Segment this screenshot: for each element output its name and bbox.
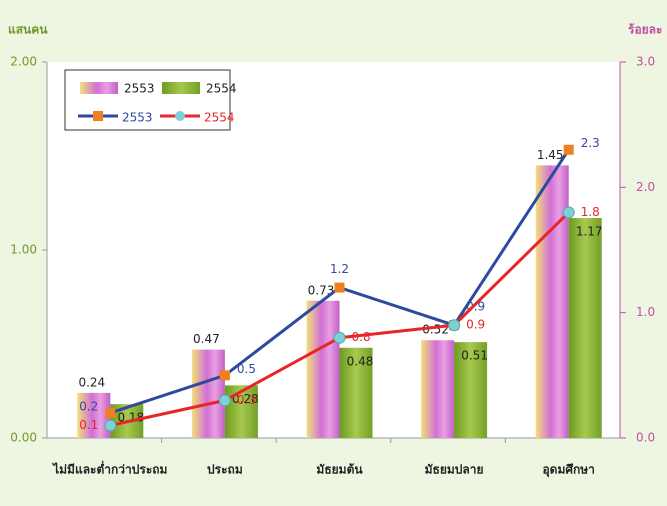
legend-box [64, 69, 231, 131]
line-label: 0.9 [466, 318, 485, 332]
y2-tick-label: 1.0 [636, 305, 655, 319]
line-label: 0.8 [352, 330, 371, 344]
y-tick-label: 1.00 [10, 243, 37, 257]
bar [339, 347, 373, 438]
marker [448, 319, 461, 332]
bar-label: 0.28 [232, 392, 259, 406]
legend-label: 2554 [204, 111, 235, 125]
line-label: 2.3 [581, 136, 600, 150]
legend-marker [175, 111, 185, 121]
legend-swatch [80, 82, 118, 94]
bar-label: 0.24 [78, 375, 105, 389]
marker [219, 370, 230, 381]
line-label: 1.2 [330, 262, 349, 276]
bar-label: 0.47 [193, 332, 220, 346]
marker [334, 282, 345, 293]
line-label: 0.2 [79, 399, 98, 413]
bar-label: 1.45 [537, 148, 564, 162]
legend-label: 2553 [124, 82, 155, 96]
line-label: 1.8 [581, 205, 600, 219]
x-tick-label: ประถม [207, 463, 243, 477]
bar [77, 392, 111, 438]
x-tick-label: อุดมศึกษา [542, 463, 594, 478]
bar [306, 300, 340, 438]
bar [421, 340, 455, 438]
marker [104, 419, 117, 432]
marker [333, 331, 346, 344]
legend-swatch [162, 82, 200, 94]
legend-label: 2554 [206, 82, 237, 96]
bar-label: 0.51 [461, 349, 488, 363]
marker [563, 144, 574, 155]
y-tick-label: 2.00 [10, 55, 37, 69]
y2-axis-label: ร้อยละ [628, 23, 662, 37]
y2-tick-label: 0.0 [636, 431, 655, 445]
bar [454, 342, 488, 438]
y2-tick-label: 2.0 [636, 180, 655, 194]
bar [191, 349, 225, 438]
bar [224, 385, 258, 438]
marker [218, 394, 231, 407]
bar-label: 0.73 [308, 283, 335, 297]
y-axis-label: แสนคน [8, 23, 48, 37]
marker [562, 206, 575, 219]
line-label: 0.1 [79, 418, 98, 432]
marker [105, 407, 116, 418]
legend-marker [93, 111, 103, 121]
bar-label: 1.17 [576, 225, 603, 239]
x-tick-label: ไม่มีและต่ำกว่าประถม [51, 461, 167, 477]
bar [535, 165, 569, 438]
line-label: 0.3 [237, 393, 256, 407]
x-tick-label: มัธยมปลาย [425, 463, 484, 477]
line-label: 0.5 [237, 362, 256, 376]
bar [568, 218, 602, 438]
legend-label: 2553 [122, 111, 153, 125]
y2-tick-label: 3.0 [636, 55, 655, 69]
x-tick-label: มัธยมต้น [316, 463, 363, 477]
bar-label: 0.48 [347, 354, 374, 368]
y-tick-label: 0.00 [10, 431, 37, 445]
